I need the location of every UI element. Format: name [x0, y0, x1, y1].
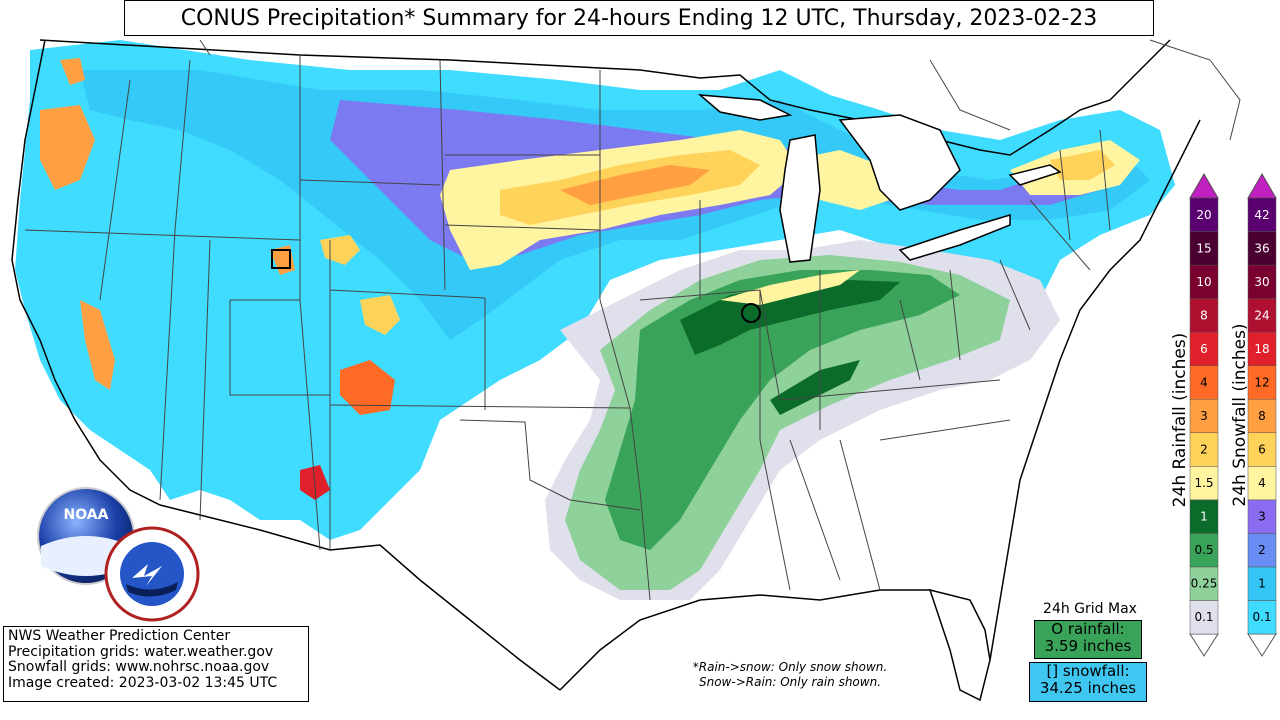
info-box: NWS Weather Prediction Center Precipitat… [3, 626, 309, 702]
rainfall-legend-label: 6 [1200, 342, 1208, 356]
snowfall-legend-label: 3 [1258, 510, 1266, 524]
rainfall-legend-label: 8 [1200, 308, 1208, 322]
info-line-snow-source: Snowfall grids: www.nohrsc.noaa.gov [8, 659, 270, 675]
rainfall-legend-swatch [1189, 566, 1219, 601]
grid-max-snowfall: [] snowfall: 34.25 inches [1029, 662, 1147, 702]
grid-max-snowfall-label: [] snowfall: [1046, 662, 1130, 680]
rainfall-legend-swatch [1189, 466, 1219, 501]
snowfall-legend-swatch [1247, 600, 1277, 635]
svg-text:NOAA: NOAA [64, 507, 109, 523]
snowfall-legend-swatch [1247, 499, 1277, 534]
snowfall-legend-label: 4 [1258, 476, 1266, 490]
snowfall-legend-swatch [1247, 398, 1277, 434]
rainfall-max-marker [741, 303, 761, 323]
rainfall-legend-title: 24h Rainfall (inches) [1170, 332, 1190, 508]
snowfall-legend-title: 24h Snowfall (inches) [1230, 323, 1250, 507]
snowfall-legend-label: 8 [1258, 409, 1266, 423]
snowfall-max-marker [271, 249, 291, 269]
note-snow-to-rain: Snow->Rain: Only rain shown. [698, 675, 882, 689]
rainfall-legend-swatch [1189, 398, 1219, 434]
rainfall-legend-label: 0.5 [1194, 543, 1213, 557]
snowfall-legend-label: 2 [1258, 543, 1266, 557]
boundaries [11, 39, 1241, 691]
snowfall-legend-label: 36 [1254, 241, 1269, 255]
rainfall-legend-swatch [1189, 533, 1219, 568]
snowfall-legend-label: 42 [1254, 208, 1269, 222]
info-line-agency: NWS Weather Prediction Center [8, 628, 231, 644]
snowfall-legend-swatch [1247, 432, 1277, 467]
rainfall-legend-label: 3 [1200, 409, 1208, 423]
note-rain-to-snow: *Rain->snow: Only snow shown. [692, 660, 888, 674]
rainfall-legend-label: 0.1 [1194, 610, 1213, 624]
map-title: CONUS Precipitation* Summary for 24-hour… [124, 0, 1154, 36]
grid-max-rainfall-label: O rainfall: [1051, 620, 1125, 638]
snowfall-legend-swatch [1247, 231, 1277, 266]
rainfall-legend-swatch [1189, 298, 1219, 333]
snowfall-legend-label: 12 [1254, 375, 1269, 389]
grid-max-title: 24h Grid Max [1043, 601, 1137, 617]
florida-outline [928, 588, 991, 702]
rainfall-legend-swatch [1189, 264, 1219, 299]
snowfall-legend-swatch [1247, 197, 1277, 232]
snowfall-legend-label: 18 [1254, 342, 1269, 356]
rainfall-legend-swatch [1189, 499, 1219, 534]
snowfall-legend-swatch [1247, 264, 1277, 299]
snowfall-legend-label: 0.1 [1252, 610, 1271, 624]
rainfall-legend-swatch [1189, 365, 1219, 400]
rainfall-legend-label: 1.5 [1194, 476, 1213, 490]
rainfall-legend-swatch [1189, 600, 1219, 635]
snowfall-legend-label: 6 [1258, 443, 1266, 457]
nws-logo [104, 526, 200, 622]
snowfall-legend-swatch [1247, 298, 1277, 333]
snowfall-legend-label: 1 [1258, 577, 1266, 591]
snowfall-legend-label: 24 [1254, 308, 1269, 322]
rainfall-legend-label: 15 [1196, 241, 1211, 255]
rainfall-legend-label: 1 [1200, 510, 1208, 524]
grid-max-rainfall-value: 3.59 inches [1044, 637, 1132, 655]
rainfall-legend-label: 4 [1200, 375, 1208, 389]
info-line-created: Image created: 2023-03-02 13:45 UTC [8, 674, 278, 691]
rainfall-legend-label: 10 [1196, 275, 1211, 289]
info-line-precip-source: Precipitation grids: water.weather.gov [8, 643, 274, 660]
snowfall-legend-swatch [1247, 566, 1277, 601]
rainfall-legend-label: 0.25 [1191, 577, 1218, 591]
snowfall-legend-swatch [1247, 365, 1277, 400]
notes: *Rain->snow: Only snow shown. Snow->Rain… [660, 660, 920, 690]
rainfall-legend: 0.1 0.25 0.5 1 1.5 2 3 4 6 8 10 15 20 [1189, 173, 1219, 657]
snowfall-legend-label: 30 [1254, 275, 1269, 289]
rainfall-legend-label: 20 [1196, 208, 1211, 222]
rainfall-legend-swatch [1189, 197, 1219, 232]
rainfall-field [545, 240, 1060, 600]
rainfall-legend-swatch [1189, 432, 1219, 467]
rainfall-legend-label: 2 [1200, 443, 1208, 457]
grid-max-snowfall-value: 34.25 inches [1039, 679, 1137, 697]
grid-max-rainfall: O rainfall: 3.59 inches [1034, 620, 1142, 659]
snowfall-legend-swatch [1247, 466, 1277, 501]
